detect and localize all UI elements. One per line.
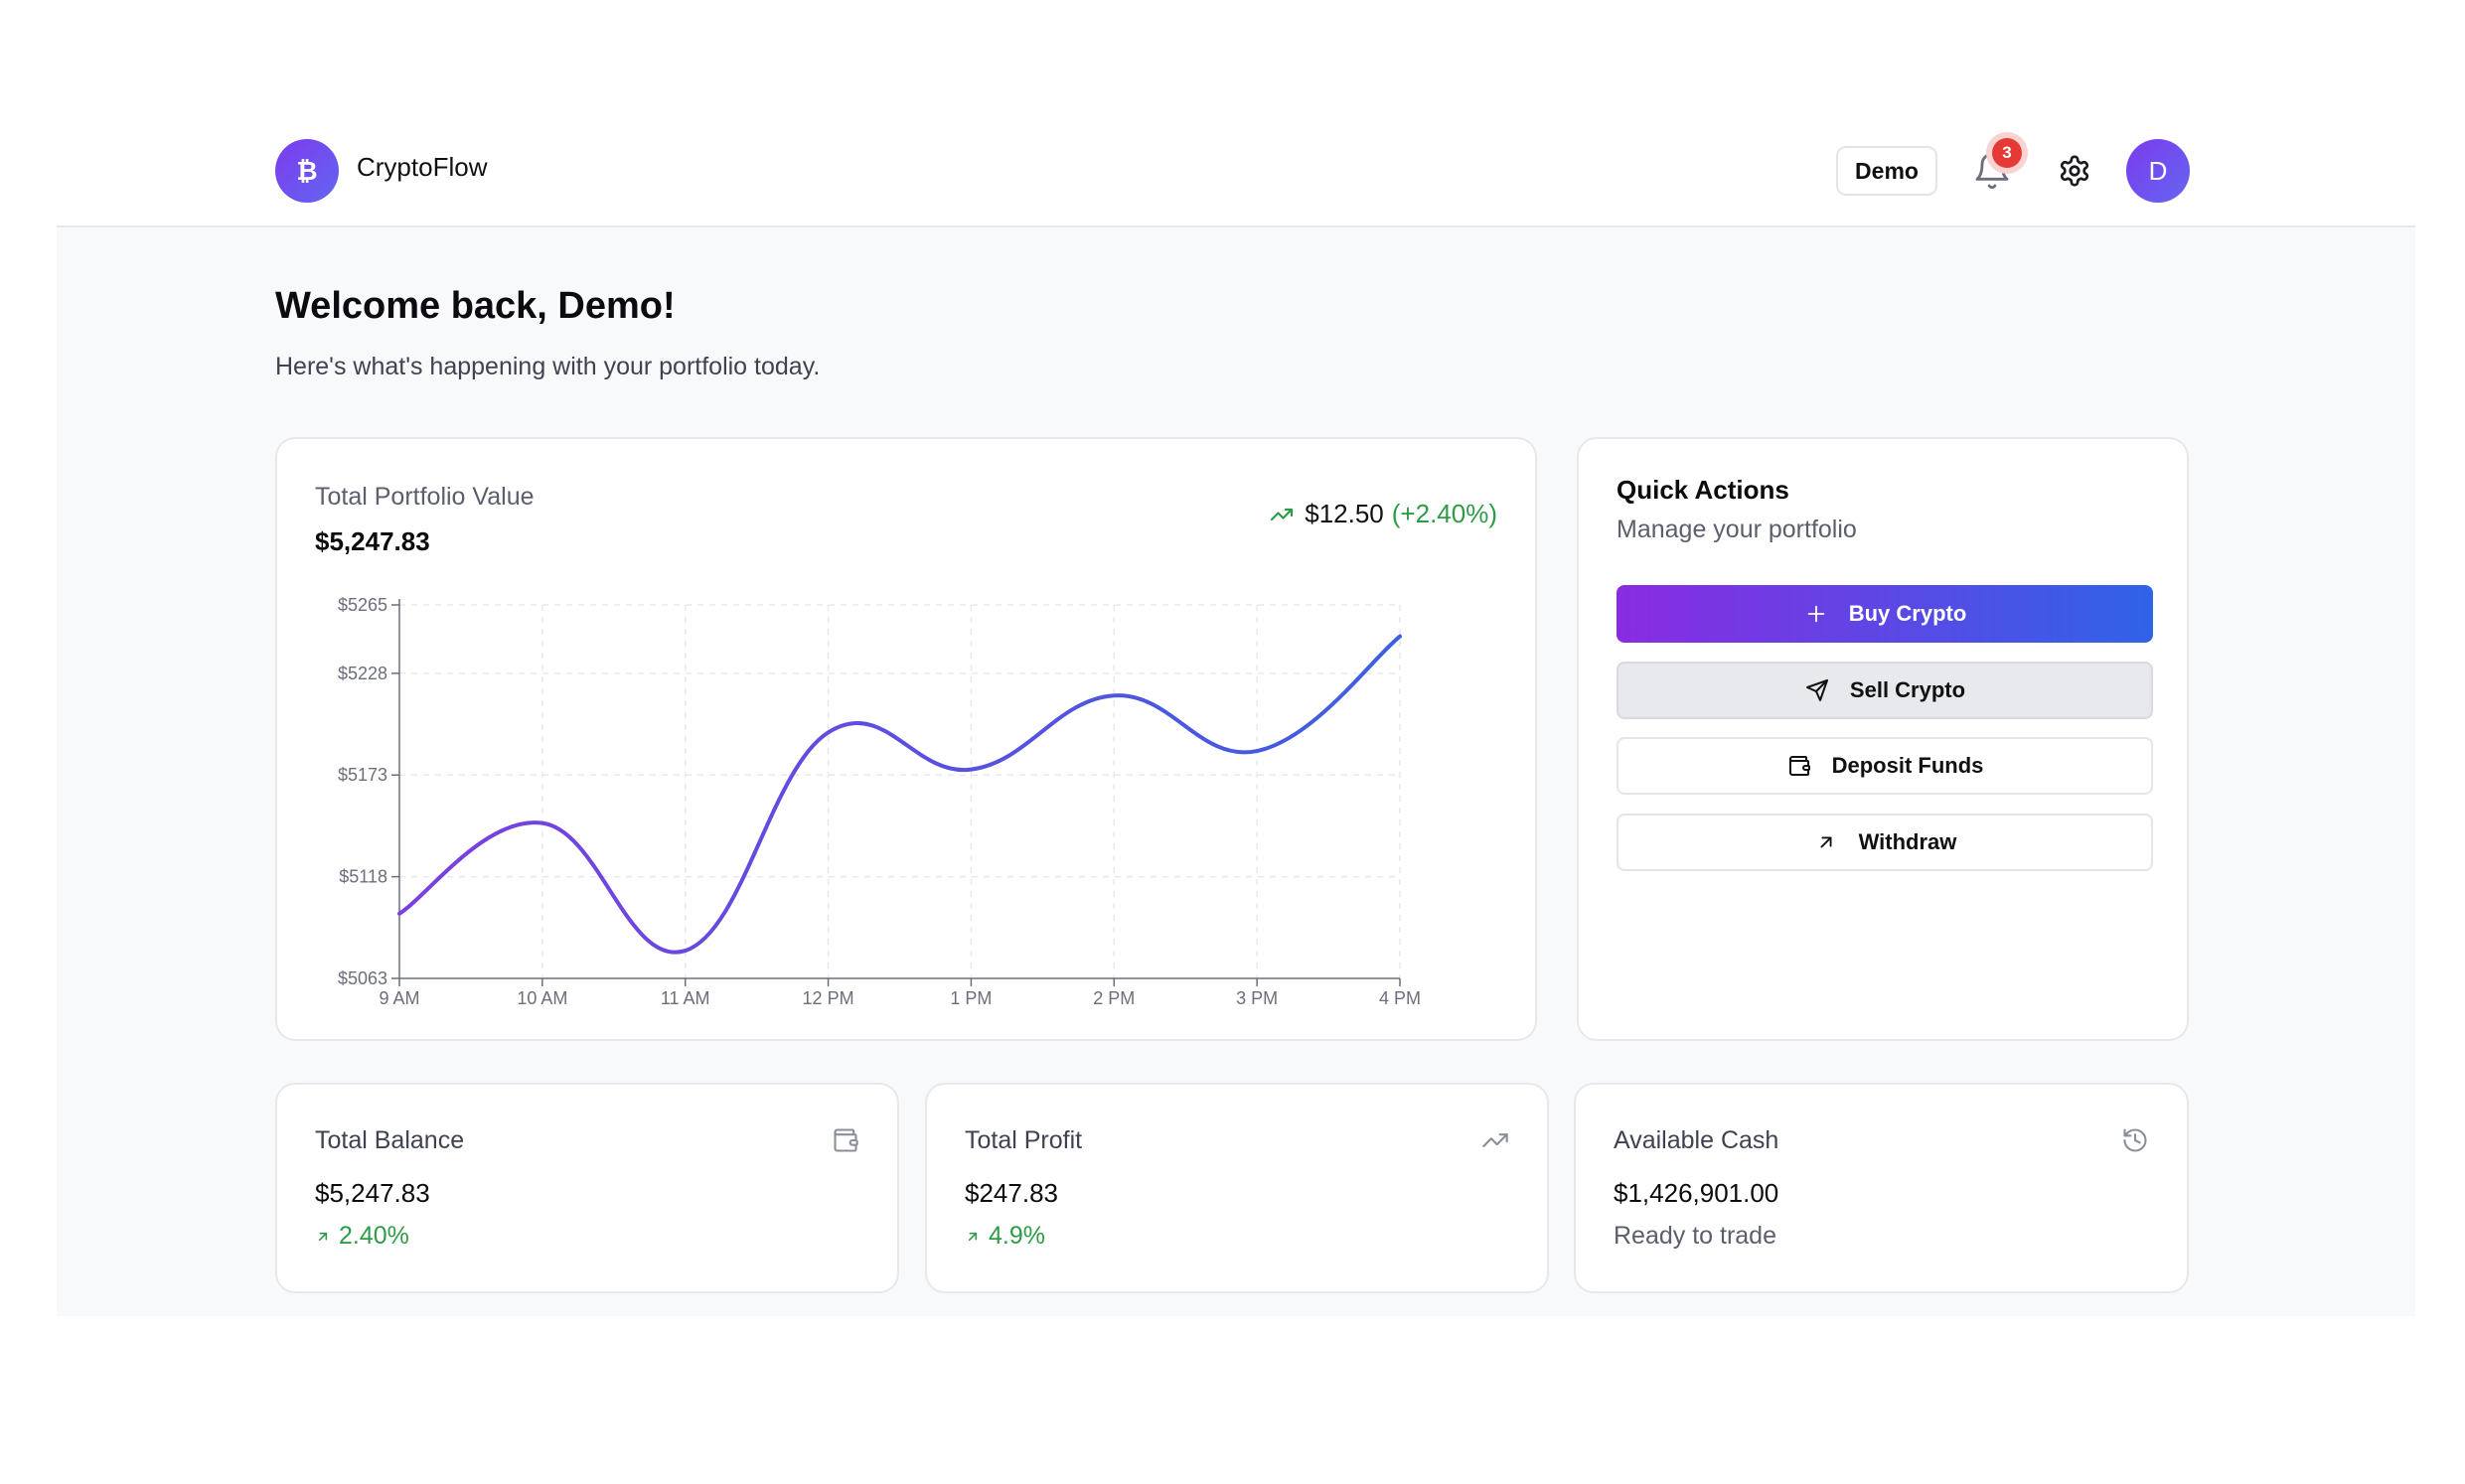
portfolio-value: $5,247.83 — [315, 526, 430, 556]
avatar[interactable]: D — [2126, 139, 2190, 203]
brand-name[interactable]: CryptoFlow — [357, 152, 488, 182]
y-tick-label: $5063 — [338, 968, 387, 988]
history-icon — [2123, 1128, 2147, 1152]
total-balance-change: 2.40% — [315, 1222, 409, 1251]
quick-actions-title: Quick Actions — [1617, 475, 1789, 505]
available-cash-note: Ready to trade — [1614, 1222, 1776, 1250]
y-tick-label: $5265 — [338, 595, 387, 615]
total-profit-change-value: 4.9% — [989, 1222, 1045, 1250]
arrow-up-right-icon — [318, 1232, 328, 1241]
portfolio-change: $12.50 (+2.40%) — [1267, 499, 1497, 529]
portfolio-chart-card: Total Portfolio Value $5,247.83 $12.50 (… — [275, 437, 1537, 1041]
send-icon — [1804, 677, 1830, 703]
total-balance-card: Total Balance $5,247.83 2.40% — [275, 1083, 899, 1293]
total-balance-label: Total Balance — [315, 1126, 465, 1154]
x-tick-label: 10 AM — [517, 988, 567, 1008]
x-tick-label: 3 PM — [1236, 988, 1278, 1008]
x-tick-label: 4 PM — [1379, 988, 1421, 1008]
trending-up-icon — [1482, 1133, 1508, 1147]
deposit-funds-button[interactable]: Deposit Funds — [1617, 737, 2153, 795]
x-tick-label: 2 PM — [1093, 988, 1135, 1008]
y-tick-label: $5228 — [338, 664, 387, 683]
available-cash-card: Available Cash $1,426,901.00 Ready to tr… — [1574, 1083, 2189, 1293]
page-title: Welcome back, Demo! — [275, 285, 676, 327]
page-subtitle: Here's what's happening with your portfo… — [275, 353, 821, 380]
buy-crypto-label: Buy Crypto — [1848, 601, 1967, 626]
total-profit-label: Total Profit — [965, 1126, 1083, 1154]
top-header: ₿ CryptoFlow Demo 3 D — [57, 94, 2415, 227]
change-amount: $12.50 — [1305, 499, 1384, 528]
sell-crypto-label: Sell Crypto — [1849, 677, 1966, 702]
sell-crypto-button[interactable]: Sell Crypto — [1617, 662, 2153, 719]
x-tick-label: 1 PM — [950, 988, 992, 1008]
quick-actions-card: Quick Actions Manage your portfolio Buy … — [1577, 437, 2189, 1041]
y-tick-label: $5118 — [339, 867, 387, 887]
withdraw-label: Withdraw — [1858, 829, 1957, 854]
wallet-icon — [834, 1128, 858, 1152]
trending-up-icon — [1271, 508, 1294, 520]
demo-account-button[interactable]: Demo — [1836, 146, 1937, 196]
arrow-up-right-icon — [1813, 829, 1839, 855]
quick-actions-subtitle: Manage your portfolio — [1617, 516, 1857, 543]
available-cash-value: $1,426,901.00 — [1614, 1178, 1779, 1208]
total-profit-card: Total Profit $247.83 4.9% — [925, 1083, 1549, 1293]
series-line — [397, 634, 1402, 955]
total-balance-value: $5,247.83 — [315, 1178, 430, 1208]
deposit-funds-label: Deposit Funds — [1831, 753, 1984, 778]
wallet-icon — [1786, 753, 1812, 779]
x-tick-label: 12 PM — [803, 988, 854, 1008]
portfolio-line-chart[interactable]: $5063 $5118 $5173 $5228 $5265 9 AM 10 AM 11 AM 1… — [277, 439, 1535, 1039]
notification-badge[interactable]: 3 — [1992, 138, 2022, 168]
plus-icon — [1803, 601, 1829, 627]
gear-icon[interactable] — [2058, 154, 2091, 188]
total-profit-change: 4.9% — [965, 1222, 1045, 1251]
arrow-up-right-icon — [968, 1232, 978, 1241]
buy-crypto-button[interactable]: Buy Crypto — [1617, 585, 2153, 643]
portfolio-value-label: Total Portfolio Value — [315, 483, 535, 511]
total-profit-value: $247.83 — [965, 1178, 1058, 1208]
withdraw-button[interactable]: Withdraw — [1617, 814, 2153, 871]
available-cash-label: Available Cash — [1614, 1126, 1779, 1154]
x-tick-label: 11 AM — [661, 988, 710, 1008]
total-balance-change-value: 2.40% — [339, 1222, 409, 1250]
logo-icon[interactable]: ₿ — [275, 139, 339, 203]
app-frame: ₿ CryptoFlow Demo 3 D Welcome back, Demo… — [57, 94, 2415, 1316]
y-tick-label: $5173 — [338, 765, 387, 785]
change-percent: (+2.40%) — [1391, 499, 1497, 528]
x-tick-label: 9 AM — [379, 988, 419, 1008]
